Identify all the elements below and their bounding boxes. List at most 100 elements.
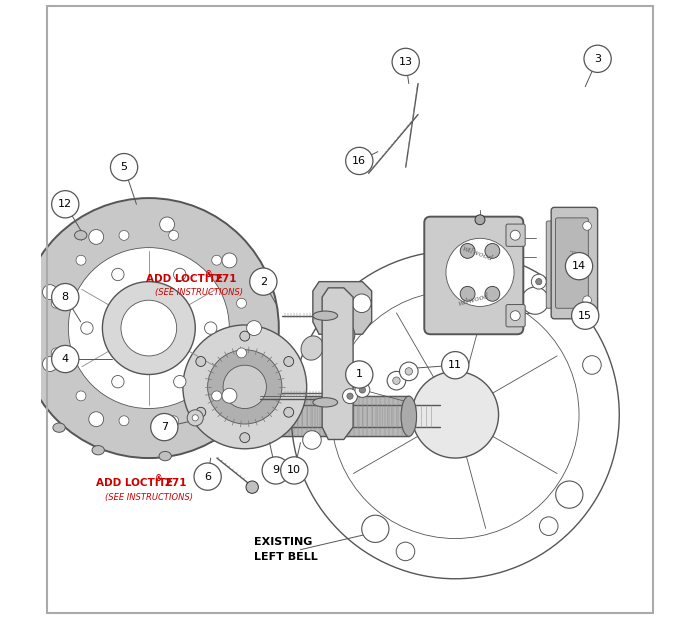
Text: 9: 9 [272,465,279,475]
Circle shape [89,412,104,426]
Text: 8: 8 [62,292,69,302]
Ellipse shape [301,336,323,360]
Circle shape [347,393,353,399]
Circle shape [572,302,598,329]
Circle shape [119,230,129,240]
Circle shape [52,345,79,373]
Circle shape [111,154,138,181]
Circle shape [485,287,500,301]
Circle shape [510,311,520,321]
Circle shape [460,287,475,301]
Circle shape [160,424,174,439]
Circle shape [43,285,57,300]
Text: 271: 271 [161,478,187,488]
Text: 13: 13 [399,57,413,67]
FancyBboxPatch shape [424,217,524,334]
Text: ADD LOCTITE: ADD LOCTITE [96,478,173,488]
Circle shape [328,321,355,348]
Text: (SEE INSTRUCTIONS): (SEE INSTRUCTIONS) [155,288,243,297]
Text: 1: 1 [356,370,363,379]
Circle shape [352,294,371,313]
Ellipse shape [401,396,416,436]
Circle shape [193,415,198,421]
Circle shape [392,48,419,76]
Text: 16: 16 [352,156,366,166]
Circle shape [362,515,389,542]
Circle shape [442,352,469,379]
Text: ®: ® [204,271,212,280]
Circle shape [102,282,195,374]
FancyBboxPatch shape [506,305,525,327]
Circle shape [262,457,289,484]
Circle shape [237,298,246,308]
Circle shape [106,285,193,371]
Polygon shape [313,282,372,334]
Text: 4: 4 [62,354,69,364]
Circle shape [169,416,178,426]
Circle shape [183,325,307,449]
Circle shape [211,255,222,265]
Text: (SEE INSTRUCTIONS): (SEE INSTRUCTIONS) [106,493,193,501]
Circle shape [121,300,176,356]
Circle shape [536,279,542,285]
Circle shape [396,542,415,561]
Ellipse shape [429,246,454,268]
Text: 14: 14 [572,261,586,271]
Circle shape [169,230,178,240]
FancyBboxPatch shape [556,218,588,308]
Text: 6: 6 [204,472,211,482]
Circle shape [584,45,611,72]
Circle shape [51,298,61,308]
Circle shape [112,268,124,280]
Circle shape [485,243,500,258]
Text: 12: 12 [58,199,72,209]
Circle shape [284,407,294,417]
Text: 2: 2 [260,277,267,287]
FancyBboxPatch shape [551,207,598,319]
Circle shape [174,376,186,388]
Circle shape [393,377,400,384]
Circle shape [80,322,93,334]
Circle shape [160,217,174,232]
Circle shape [240,331,250,341]
Circle shape [19,198,279,458]
Circle shape [582,222,592,230]
Text: 11: 11 [448,360,462,370]
Circle shape [76,391,86,401]
FancyBboxPatch shape [506,224,525,246]
Ellipse shape [313,398,337,407]
Circle shape [223,365,267,409]
Ellipse shape [53,423,65,432]
Circle shape [250,268,277,295]
Circle shape [446,238,514,306]
Circle shape [302,431,321,449]
Circle shape [582,296,592,305]
Circle shape [240,433,250,443]
Circle shape [204,322,217,334]
Text: 15: 15 [578,311,592,321]
Text: wilwood: wilwood [570,248,578,278]
Circle shape [522,287,549,314]
Polygon shape [322,288,353,439]
Circle shape [355,383,370,397]
Text: 3: 3 [594,54,601,64]
Circle shape [460,243,475,258]
Text: wilwood: wilwood [457,292,491,308]
Text: 10: 10 [287,465,301,475]
Circle shape [412,371,498,458]
Text: ®: ® [155,475,162,484]
Ellipse shape [74,231,87,240]
Circle shape [246,481,258,493]
Circle shape [540,517,558,535]
Circle shape [222,388,237,403]
Circle shape [211,391,222,401]
Circle shape [76,255,86,265]
Circle shape [510,230,520,240]
Ellipse shape [14,368,27,377]
Circle shape [150,413,178,441]
Circle shape [400,362,418,381]
FancyBboxPatch shape [546,221,566,308]
Circle shape [69,248,230,409]
Circle shape [346,147,373,175]
Circle shape [387,371,406,390]
